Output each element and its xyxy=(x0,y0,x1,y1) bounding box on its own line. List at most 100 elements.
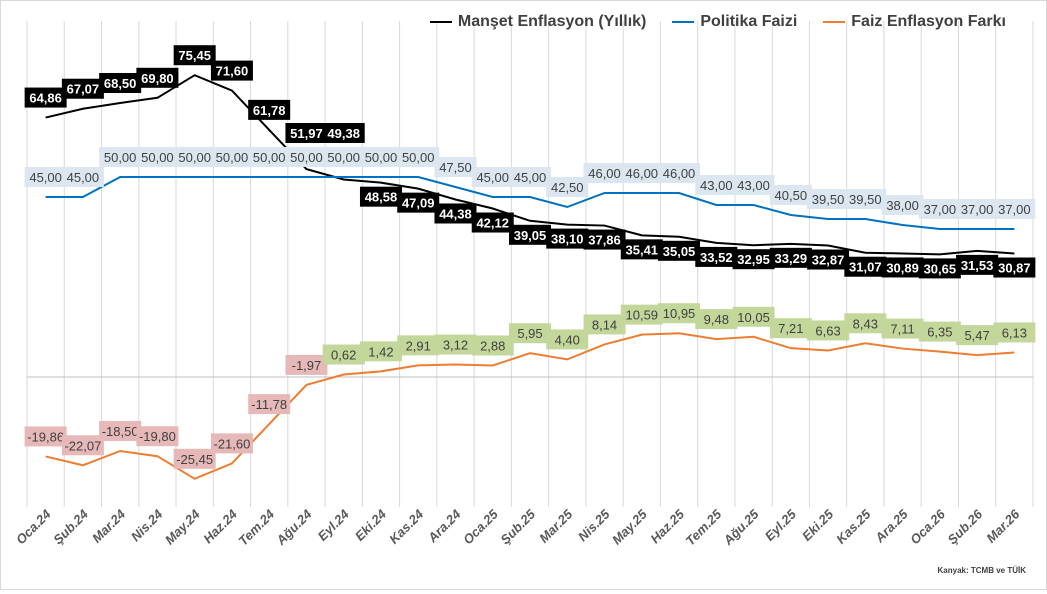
data-label-bg xyxy=(993,257,1036,278)
data-label: 37,86 xyxy=(588,233,621,248)
data-label: 75,45 xyxy=(178,48,211,63)
data-label-bg xyxy=(24,87,67,108)
data-label-bg xyxy=(807,249,850,270)
data-label-bg xyxy=(695,246,738,267)
data-label-bg xyxy=(61,167,104,187)
data-label-bg xyxy=(397,192,440,213)
legend-label: Faiz Enflasyon Farkı xyxy=(851,13,1006,30)
data-label: 71,60 xyxy=(216,64,249,79)
data-label-bg xyxy=(620,304,663,325)
x-tick-label: Şub.26 xyxy=(944,506,985,547)
legend-item-spread: Faiz Enflasyon Farkı xyxy=(823,13,1006,31)
data-label-bg xyxy=(434,334,477,355)
data-label-bg xyxy=(807,320,850,341)
data-label: 45,00 xyxy=(476,170,509,185)
data-label-bg xyxy=(881,257,924,278)
data-label-bg xyxy=(397,335,440,356)
data-label: 67,07 xyxy=(67,82,100,97)
data-label: 33,52 xyxy=(700,250,733,265)
data-label-bg xyxy=(210,147,253,167)
data-label-bg xyxy=(248,99,291,120)
series-line-1 xyxy=(45,176,1015,230)
x-tick-label: Ağu.25 xyxy=(720,506,763,549)
data-label: 51,97 xyxy=(290,126,323,141)
data-label-bg xyxy=(620,163,663,183)
data-label: 45,00 xyxy=(29,170,62,185)
data-label: 1,42 xyxy=(368,344,393,359)
data-label: 37,00 xyxy=(961,202,994,217)
data-label: 5,95 xyxy=(517,326,542,341)
data-label: 7,11 xyxy=(890,322,914,337)
x-tick-label: Oca.26 xyxy=(907,506,948,547)
x-tick-label: Nis.24 xyxy=(128,506,166,544)
data-label-bg xyxy=(322,123,365,143)
data-label-bg xyxy=(769,318,812,339)
data-label: 10,95 xyxy=(663,306,696,321)
data-label: 42,50 xyxy=(551,180,584,195)
data-label-bg xyxy=(956,199,999,219)
x-tick-label: Haz.24 xyxy=(200,506,240,546)
data-label: 9,48 xyxy=(704,312,729,327)
data-label: 45,00 xyxy=(67,170,100,185)
data-label-bg xyxy=(509,323,551,344)
data-label-bg xyxy=(956,254,999,275)
x-tick-label: Mar.26 xyxy=(983,506,1023,546)
data-label-bg xyxy=(136,426,179,447)
legend: Manşet Enflasyon (Yıllık) Politika Faizi… xyxy=(429,13,1006,31)
data-label: 48,58 xyxy=(365,190,398,205)
data-label: 50,00 xyxy=(216,150,249,165)
x-tick-label: Şub.25 xyxy=(497,506,538,547)
data-label: 3,12 xyxy=(443,338,468,353)
data-label: 69,80 xyxy=(141,71,174,86)
x-tick-label: Şub.24 xyxy=(50,506,91,547)
x-tick-label: May.25 xyxy=(609,506,650,547)
data-label-bg xyxy=(322,147,365,167)
data-label: 44,38 xyxy=(439,206,472,221)
data-label-bg xyxy=(732,175,775,195)
data-label: 6,35 xyxy=(927,325,952,340)
data-label: 43,00 xyxy=(737,178,770,193)
legend-label: Manşet Enflasyon (Yıllık) xyxy=(457,13,647,30)
x-tick-label: Eyl.25 xyxy=(762,506,800,544)
data-label-bg xyxy=(844,189,887,209)
data-label-bg xyxy=(881,195,924,215)
x-tick-label: Tem.24 xyxy=(235,506,277,548)
data-label-bg xyxy=(620,239,663,260)
data-label: 49,38 xyxy=(327,126,360,141)
data-label-bg xyxy=(844,313,887,334)
data-label-bg xyxy=(285,123,328,143)
data-label: 37,00 xyxy=(998,202,1031,217)
data-label-bg xyxy=(695,175,738,195)
x-tick-label: Haz.25 xyxy=(647,506,687,546)
data-label: 39,05 xyxy=(514,228,547,243)
data-label-bg xyxy=(658,240,701,261)
x-tick-label: Kas.24 xyxy=(386,506,427,547)
data-label-bg xyxy=(24,167,67,187)
data-label: 8,43 xyxy=(853,316,878,331)
data-label: 64,86 xyxy=(29,91,62,106)
data-label: 39,50 xyxy=(849,192,882,207)
data-label: -1,97 xyxy=(292,358,322,373)
data-label: 5,47 xyxy=(964,328,989,343)
data-label-bg xyxy=(769,247,812,268)
data-label-bg xyxy=(99,421,142,441)
data-label-bg xyxy=(956,325,999,346)
data-label-bg xyxy=(695,309,738,330)
data-label-bg xyxy=(210,60,253,81)
data-label: 6,63 xyxy=(815,323,840,338)
x-tick-label: Oca.24 xyxy=(13,506,54,547)
series-line-0 xyxy=(45,74,1015,256)
data-label: -25,45 xyxy=(176,452,213,467)
source-note: Kanyak: TCMB ve TÜİK xyxy=(937,566,1026,575)
data-label: -18,50 xyxy=(102,424,139,439)
data-label-bg xyxy=(173,147,216,167)
data-label-bg xyxy=(248,147,291,167)
data-label: 31,53 xyxy=(961,258,994,273)
legend-item-inflation: Manşet Enflasyon (Yıllık) xyxy=(429,13,647,31)
data-label: 50,00 xyxy=(141,150,174,165)
data-label-bg xyxy=(136,147,179,167)
data-label-bg xyxy=(732,249,775,270)
data-label: 35,05 xyxy=(663,244,696,259)
